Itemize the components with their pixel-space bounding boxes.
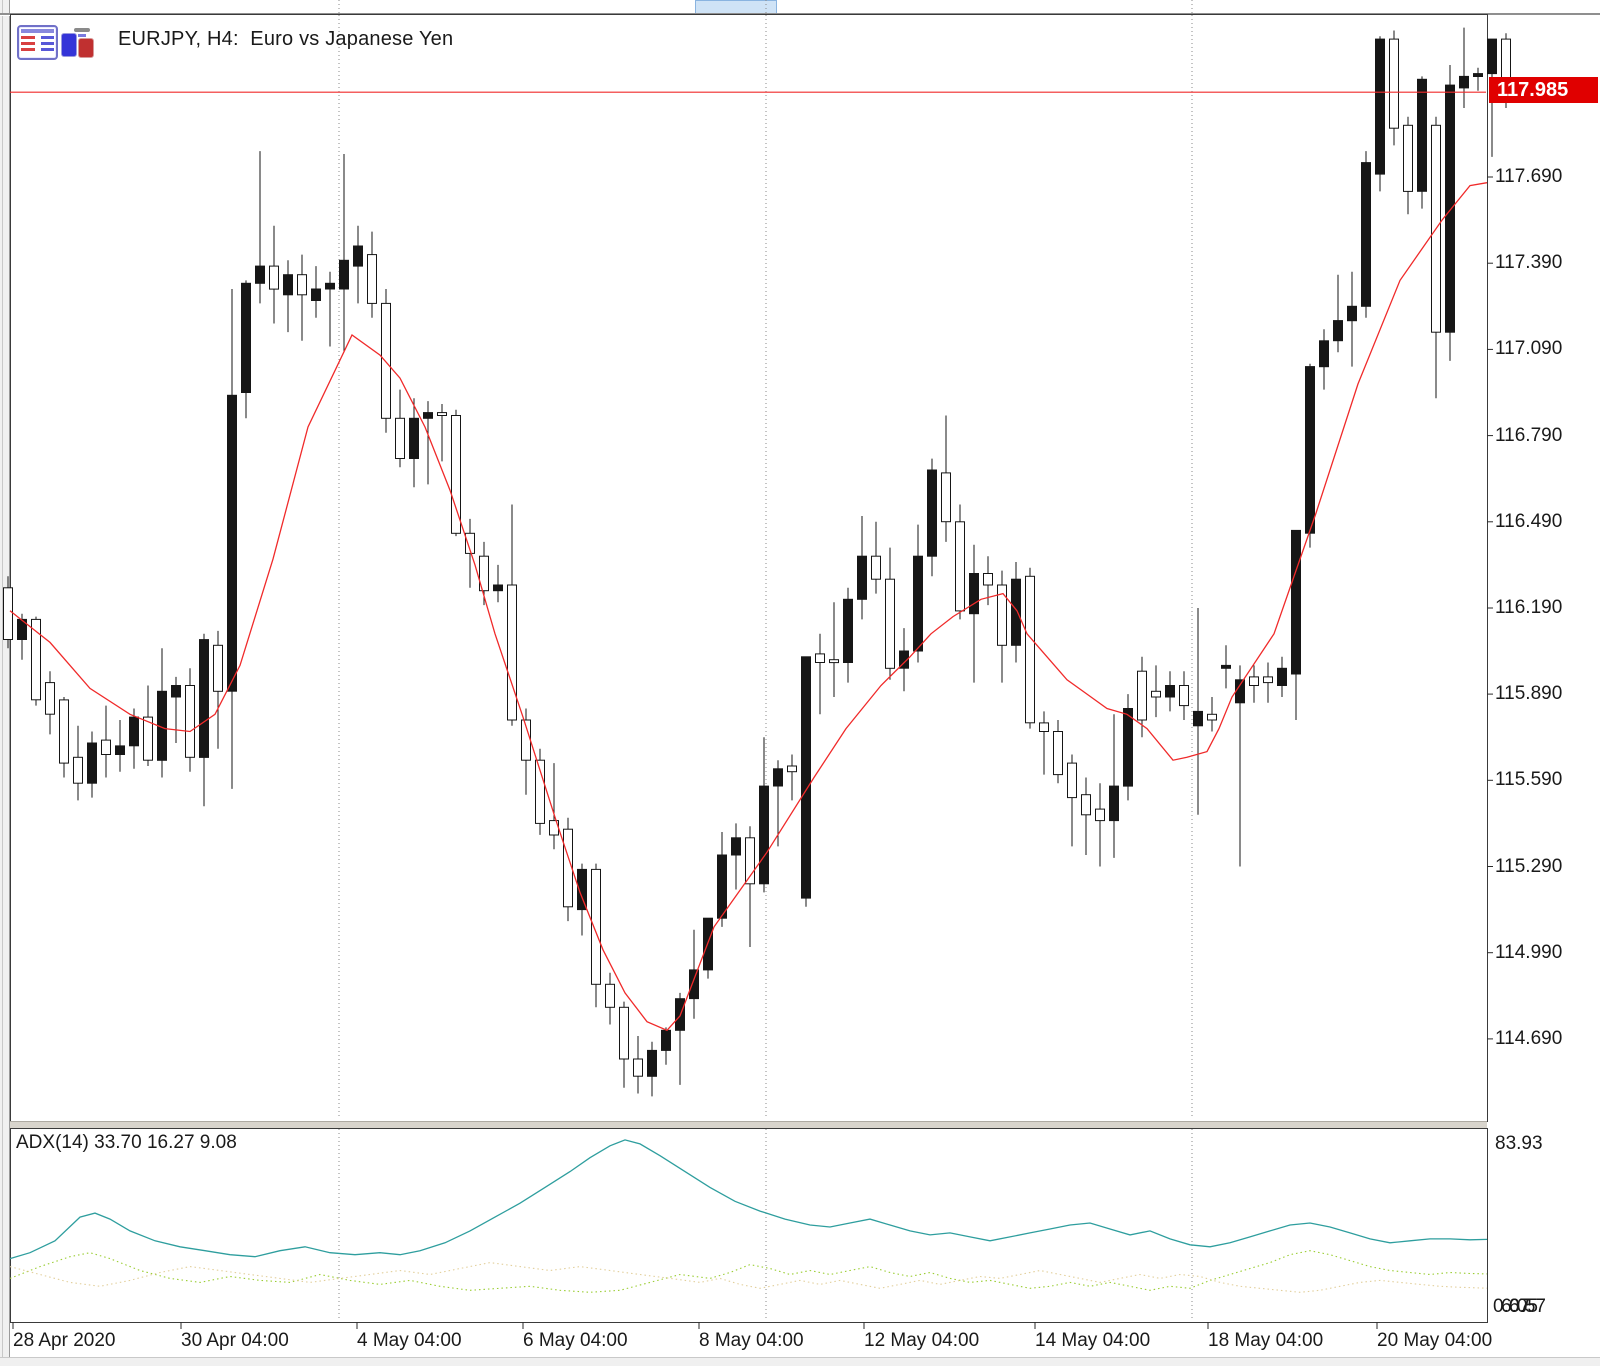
price-axis-label: 114.690	[1495, 1027, 1563, 1049]
time-axis-label: 6 May 04:00	[523, 1330, 628, 1351]
price-axis-label: 116.190	[1495, 596, 1563, 618]
time-axis-label: 18 May 04:00	[1208, 1330, 1324, 1351]
quotes-table-icon[interactable]	[17, 25, 58, 60]
window-bottom-edge	[0, 1357, 1600, 1366]
candle-body	[1487, 38, 1497, 75]
chart-title: EURJPY, H4: Euro vs Japanese Yen	[118, 28, 454, 50]
time-axis-label: 14 May 04:00	[1035, 1330, 1151, 1351]
adx-scale-max-label: 83.93	[1495, 1133, 1543, 1154]
adx-scale-min-label: 6.57	[1509, 1296, 1546, 1317]
price-axis-label: 115.290	[1495, 855, 1563, 877]
price-axis-label: 117.090	[1495, 338, 1563, 360]
scrollbar-thumb[interactable]	[695, 0, 777, 14]
price-axis-label: 115.890	[1495, 683, 1563, 705]
price-axis-label: 116.790	[1495, 424, 1563, 446]
adx-scale-min-labels: 0.07 6.05 6.57	[1493, 1296, 1593, 1320]
adx-scale-min-label: 0.07	[1493, 1296, 1530, 1317]
time-axis-label: 28 Apr 2020	[13, 1330, 116, 1351]
price-axis-label: 114.990	[1495, 941, 1563, 963]
adx-scale-min-label: 6.05	[1501, 1296, 1538, 1317]
time-axis-label: 20 May 04:00	[1377, 1330, 1493, 1351]
adx-indicator-label: ADX(14) 33.70 16.27 9.08	[16, 1132, 237, 1153]
current-price-tag: 117.985	[1489, 77, 1598, 103]
time-axis-label: 4 May 04:00	[357, 1330, 462, 1351]
time-axis-label: 30 Apr 04:00	[181, 1330, 289, 1351]
adx-indicator-panel[interactable]	[10, 1128, 1488, 1323]
price-axis-label: 117.390	[1495, 252, 1563, 274]
price-axis-label: 117.690	[1495, 166, 1563, 187]
price-axis-label: 116.490	[1495, 510, 1563, 532]
volume-bars-icon[interactable]	[60, 25, 96, 58]
time-axis-label: 12 May 04:00	[864, 1330, 980, 1351]
window-left-edge	[0, 0, 10, 1365]
price-axis-label: 115.590	[1495, 769, 1563, 791]
price-chart-panel[interactable]	[10, 14, 1488, 1122]
time-axis-label: 8 May 04:00	[699, 1330, 804, 1351]
